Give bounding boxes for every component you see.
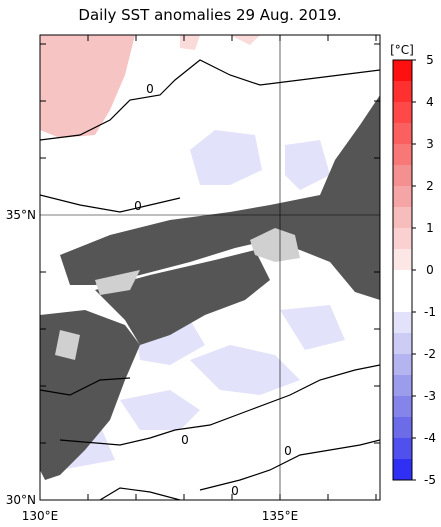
contour-label: 0: [231, 484, 239, 498]
degree-ticks: [39, 35, 380, 500]
land-shikoku: [95, 250, 270, 345]
colorbar-segment: [393, 396, 412, 418]
colorbar-segment: [393, 228, 412, 250]
colorbar-tick-label: 4: [426, 95, 434, 109]
colorbar-segment: [393, 144, 412, 166]
colorbar-tick-label: 5: [426, 53, 434, 67]
zero-contour: [40, 59, 380, 500]
colorbar-segment: [393, 81, 412, 103]
colorbar-tick-label: -4: [424, 431, 436, 445]
map: 0 0 0 0 0 35°N 30°N 130°E 135°E: [6, 34, 381, 523]
colorbar-tick-label: -2: [424, 347, 436, 361]
colorbar-segment: [393, 459, 412, 481]
colorbar-unit: [°C]: [390, 43, 414, 57]
colorbar-segment: [393, 249, 412, 271]
colorbar-segment: [393, 60, 412, 82]
colorbar-segment: [393, 417, 412, 439]
colorbar-tick-label: -1: [424, 305, 436, 319]
lat-label: 30°N: [6, 493, 36, 507]
map-title: Daily SST anomalies 29 Aug. 2019.: [78, 6, 341, 24]
colorbar-segment: [393, 165, 412, 187]
contour-label: 0: [134, 199, 142, 213]
colorbar-tick-label: 2: [426, 179, 434, 193]
colorbar-tick-label: 1: [426, 221, 434, 235]
warm-anomaly: [180, 35, 260, 50]
inland-sea: [55, 228, 300, 360]
colorbar-segment: [393, 354, 412, 376]
colorbar-segment: [393, 312, 412, 334]
map-frame: [39, 34, 381, 501]
colorbar-tick-label: 3: [426, 137, 434, 151]
contour-label: 0: [146, 82, 154, 96]
lon-label: 130°E: [22, 509, 59, 523]
contour-labels: 0 0 0 0 0: [134, 82, 292, 498]
graticule: [40, 35, 380, 500]
warm-anomaly: [40, 35, 135, 138]
colorbar-segment: [393, 207, 412, 229]
cool-anomaly: [40, 130, 345, 470]
lat-label: 35°N: [6, 208, 36, 222]
colorbar-tick-label: -3: [424, 389, 436, 403]
colorbar-segment: [393, 186, 412, 208]
colorbar-tick-label: -5: [424, 473, 436, 487]
colorbar-segment: [393, 102, 412, 124]
contour-label: 0: [284, 444, 292, 458]
lon-label: 135°E: [262, 509, 299, 523]
land-honshu: [60, 95, 380, 300]
colorbar-segment: [393, 291, 412, 313]
colorbar-tick-label: 0: [426, 263, 434, 277]
colorbar-segment: [393, 438, 412, 460]
colorbar-segment: [393, 375, 412, 397]
colorbar: [°C] 5 4 3 2 1 0 -1 -2 -3 -4 -5: [390, 43, 436, 487]
colorbar-segment: [393, 333, 412, 355]
colorbar-segment: [393, 270, 412, 292]
contour-label: 0: [181, 433, 189, 447]
colorbar-segment: [393, 123, 412, 145]
